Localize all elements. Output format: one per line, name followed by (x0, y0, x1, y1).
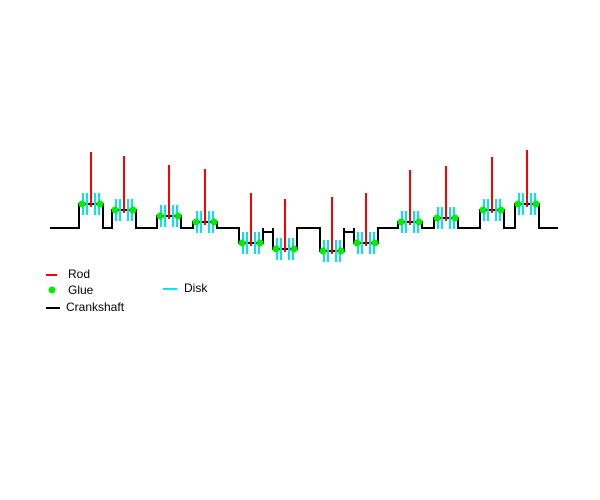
glue (129, 206, 137, 214)
glue-swatch (48, 286, 56, 294)
glue (238, 239, 246, 247)
glue (451, 214, 459, 222)
crankshaft-drawing (50, 150, 558, 262)
glue (479, 206, 487, 214)
glue (353, 239, 361, 247)
glue (272, 245, 280, 253)
glue (192, 218, 200, 226)
glue (433, 214, 441, 222)
glue (210, 218, 218, 226)
glue (371, 239, 379, 247)
legend-label: Glue (68, 283, 94, 297)
glue (256, 239, 264, 247)
glue (290, 245, 298, 253)
glue (514, 200, 522, 208)
legend: Rod Glue Crankshaft Disk (46, 267, 208, 314)
legend-label: Disk (184, 281, 208, 295)
crankshaft (50, 203, 558, 252)
glue (78, 200, 86, 208)
glue (174, 212, 182, 220)
glue (532, 200, 540, 208)
glue (337, 247, 345, 255)
glue (156, 212, 164, 220)
glue (319, 247, 327, 255)
legend-label: Crankshaft (66, 300, 125, 314)
glue (415, 218, 423, 226)
glue (96, 200, 104, 208)
glue (497, 206, 505, 214)
glue (111, 206, 119, 214)
legend-label: Rod (68, 267, 90, 281)
glue (397, 218, 405, 226)
